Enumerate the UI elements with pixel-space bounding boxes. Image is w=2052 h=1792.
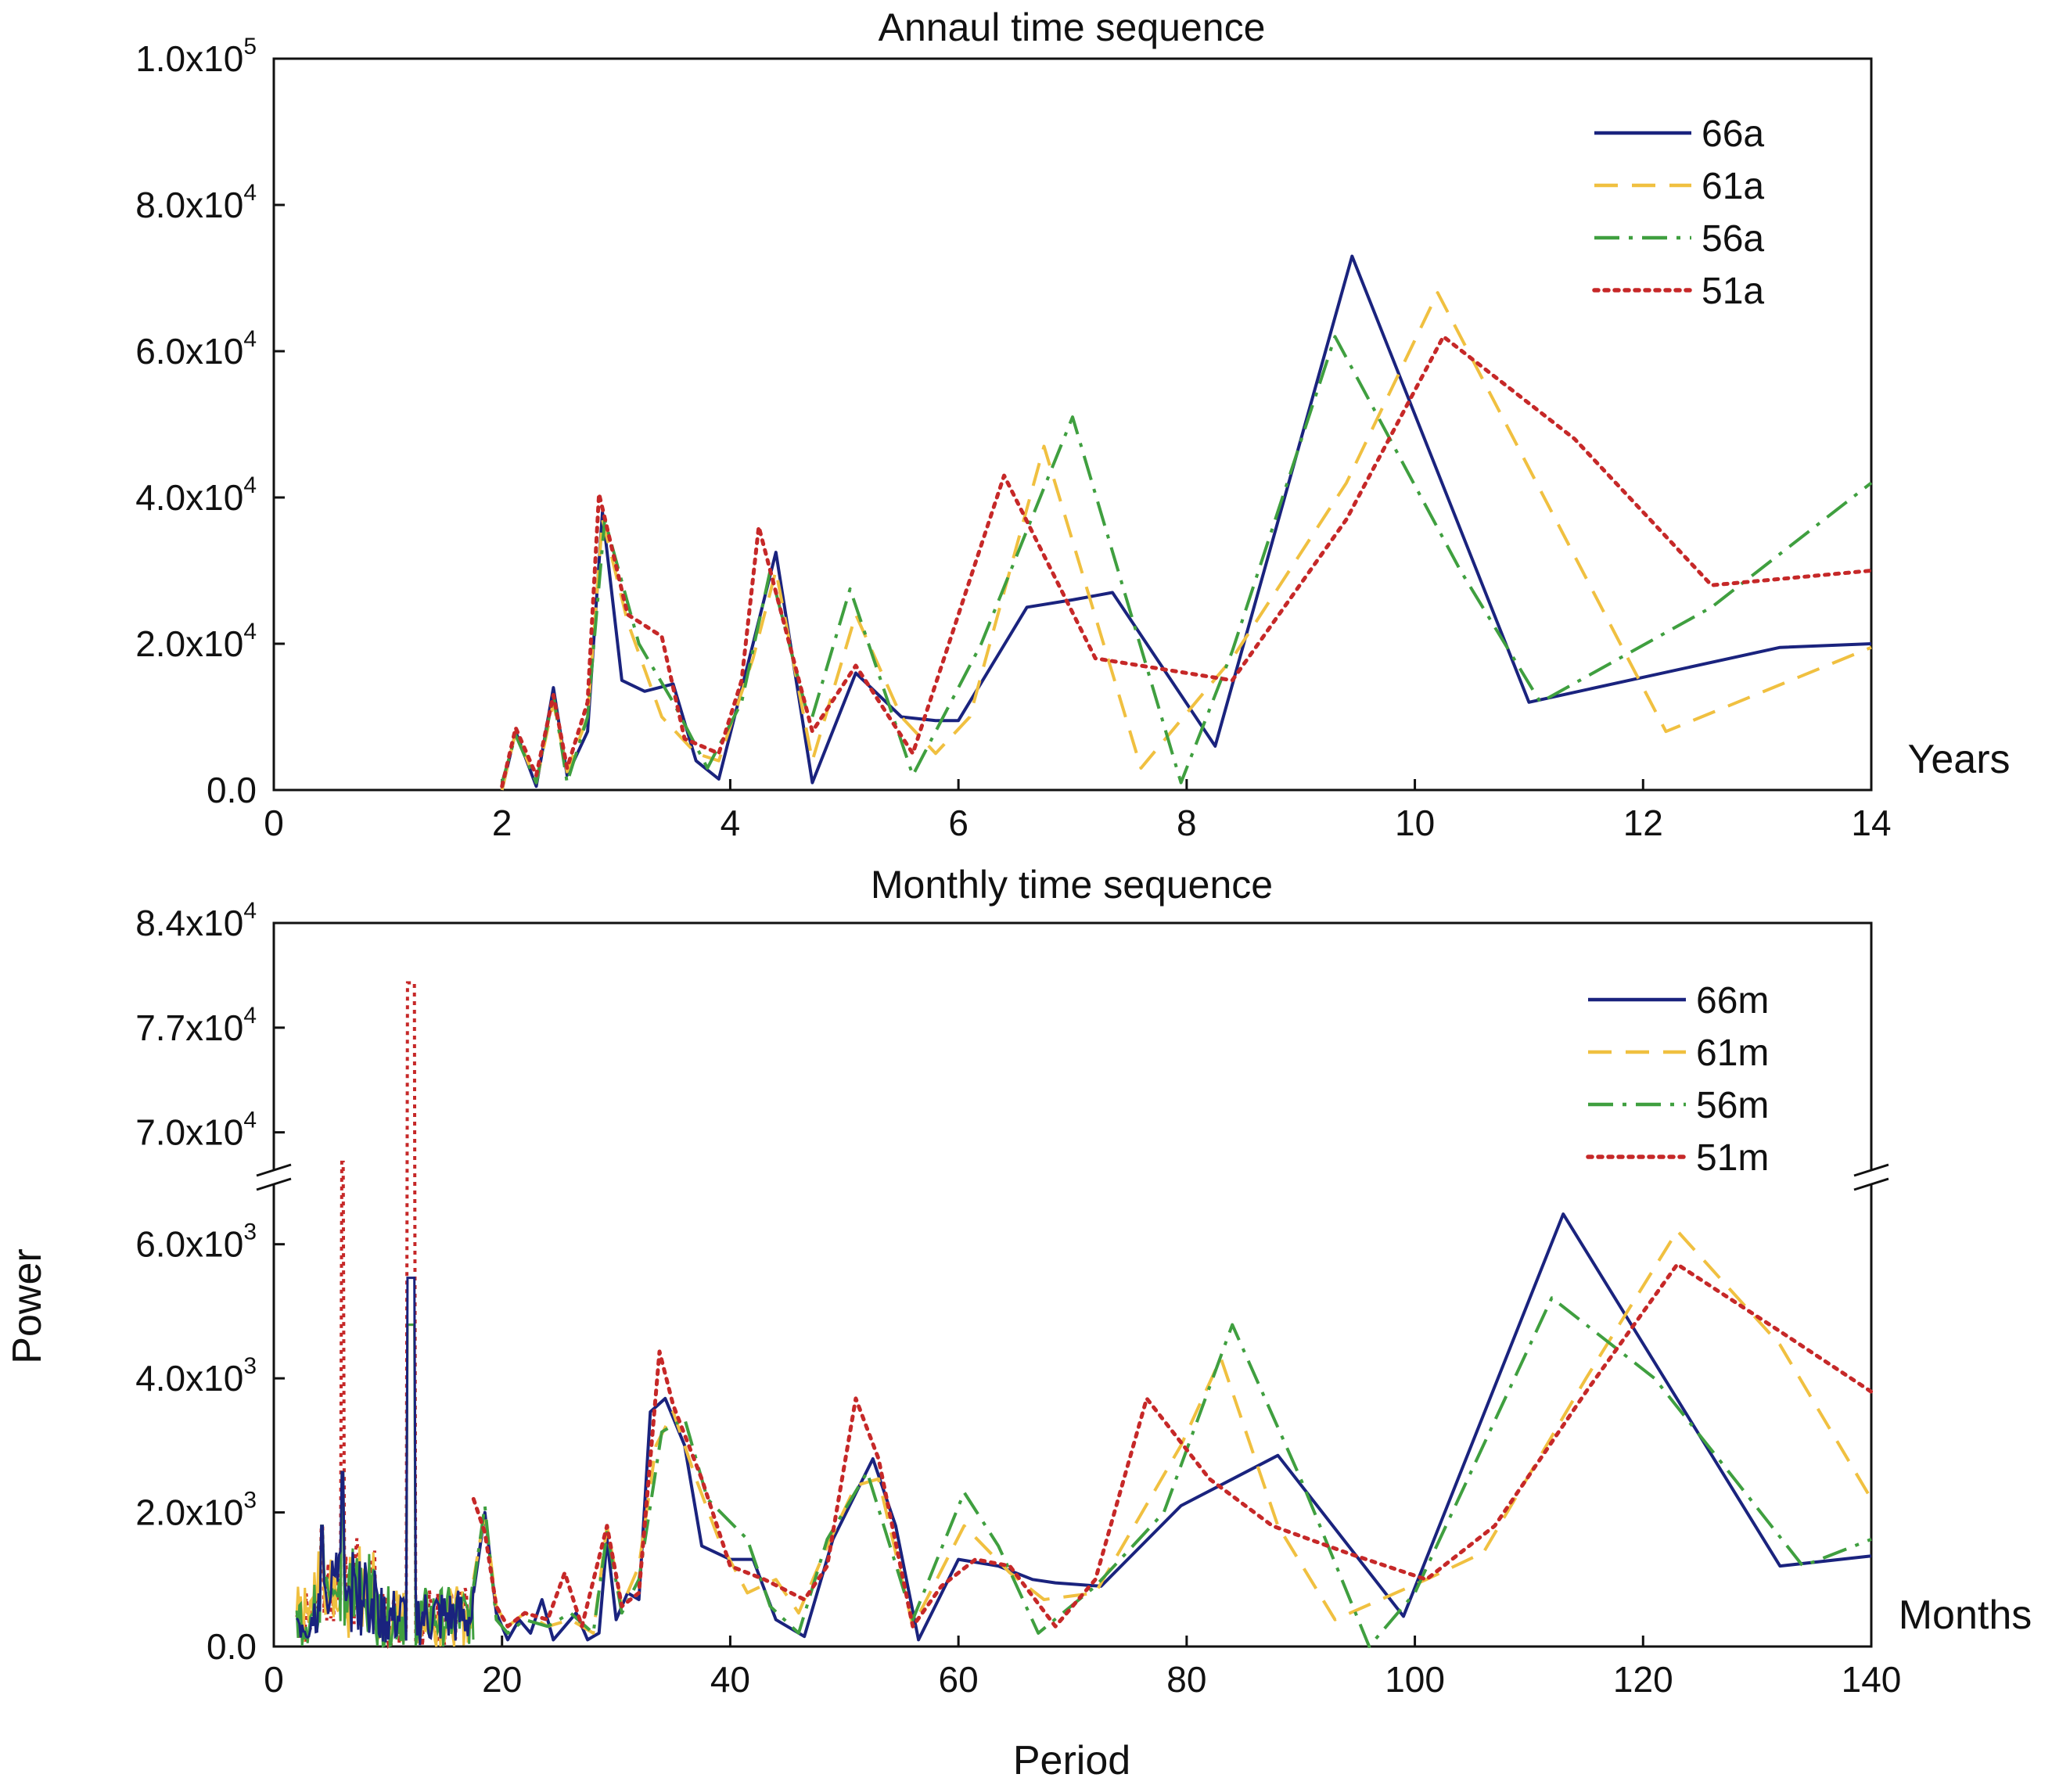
monthly-series-66m [472, 1212, 1872, 1642]
monthly-short-period-noise [295, 981, 475, 1650]
monthly-y-tick-label: 4.0x103 [135, 1353, 257, 1399]
break-mark-right [1853, 1163, 1889, 1177]
annual-x-ticks: 0 2 4 6 8 10 12 14 [264, 779, 1892, 843]
monthly-panel-title: Monthly time sequence [871, 863, 1273, 907]
break-mark-right [1853, 1177, 1889, 1191]
annual-series-66a [500, 254, 1872, 791]
monthly-legend-label: 66m [1696, 980, 1769, 1022]
monthly-y-ticks: 0.0 2.0x103 4.0x103 6.0x103 7.0x104 7.7x104 8.… [135, 898, 285, 1667]
monthly-x-tick-label: 140 [1842, 1659, 1902, 1700]
monthly-x-tick-label: 40 [710, 1659, 750, 1700]
monthly-series-61m [472, 1229, 1873, 1635]
monthly-noise-trace [296, 1277, 475, 1646]
monthly-legend-label: 61m [1696, 1032, 1769, 1074]
annual-y-ticks: 0.0 2.0x104 4.0x104 6.0x104 8.0x104 1.0x105 [135, 34, 285, 810]
monthly-plot-frame [272, 921, 1873, 1648]
monthly-y-tick-label: 7.0x104 [135, 1108, 257, 1153]
annual-x-tick-label: 10 [1395, 803, 1435, 843]
break-mark-left [256, 1163, 292, 1177]
annual-legend-label: 56a [1702, 218, 1764, 260]
monthly-series-layer [295, 981, 1874, 1650]
monthly-x-tick-label: 60 [939, 1659, 979, 1700]
monthly-x-tick-label: 100 [1385, 1659, 1445, 1700]
monthly-x-unit-label: Months [1899, 1593, 2032, 1638]
annual-x-tick-label: 8 [1177, 803, 1197, 843]
monthly-legend-label: 51m [1696, 1137, 1769, 1179]
annual-panel-title: Annaul time sequence [879, 5, 1266, 49]
monthly-series-51m [471, 1262, 1874, 1629]
annual-series-56a [500, 335, 1873, 785]
monthly-x-tick-label: 120 [1613, 1659, 1673, 1700]
monthly-legend-label: 56m [1696, 1085, 1769, 1126]
annual-x-tick-label: 14 [1851, 803, 1891, 843]
monthly-y-tick-label: 0.0 [207, 1626, 257, 1667]
annual-y-tick-label: 8.0x104 [135, 180, 257, 225]
annual-x-unit-label: Years [1907, 737, 2010, 782]
monthly-y-tick-label: 7.7x104 [135, 1003, 257, 1048]
annual-plot-frame [272, 57, 1873, 792]
break-gap-left [260, 1169, 288, 1185]
monthly-series-56m [472, 1296, 1872, 1648]
monthly-panel: Monthly time sequence 0 20 40 60 80 100 120 140… [135, 863, 2032, 1700]
monthly-y-tick-label: 2.0x103 [135, 1488, 257, 1533]
annual-y-tick-label: 1.0x105 [135, 34, 257, 79]
annual-legend-label: 66a [1702, 113, 1764, 155]
break-mark-left [256, 1177, 292, 1191]
annual-y-tick-label: 4.0x104 [135, 472, 257, 518]
annual-x-tick-label: 0 [264, 803, 284, 843]
annual-x-tick-label: 6 [948, 803, 969, 843]
annual-series-61a [500, 291, 1872, 791]
annual-legend: 66a 61a 56a 51a [1592, 113, 1764, 312]
annual-panel: Annaul time sequence 0 2 4 6 8 10 12 14 0.0 2.0x… [135, 5, 2010, 843]
annual-legend-label: 51a [1702, 271, 1764, 312]
monthly-y-tick-label: 6.0x103 [135, 1219, 257, 1265]
y-axis-label: Power [5, 1248, 50, 1363]
monthly-axis-break [256, 1163, 1889, 1191]
annual-series-51a [500, 334, 1874, 788]
break-gap-right [1857, 1169, 1885, 1185]
annual-y-tick-label: 0.0 [207, 770, 257, 810]
monthly-x-tick-label: 80 [1166, 1659, 1206, 1700]
annual-y-tick-label: 2.0x104 [135, 619, 257, 664]
annual-x-tick-label: 4 [721, 803, 741, 843]
x-axis-label: Period [1013, 1738, 1130, 1783]
annual-x-tick-label: 12 [1623, 803, 1663, 843]
annual-legend-label: 61a [1702, 166, 1764, 207]
monthly-x-tick-label: 0 [264, 1659, 284, 1700]
annual-y-tick-label: 6.0x104 [135, 326, 257, 372]
monthly-x-ticks: 0 20 40 60 80 100 120 140 [264, 1636, 1901, 1700]
annual-series-layer [500, 254, 1874, 791]
monthly-legend: 66m 61m 56m 51m [1586, 980, 1769, 1179]
monthly-x-tick-label: 20 [482, 1659, 522, 1700]
annual-x-tick-label: 2 [492, 803, 512, 843]
monthly-y-tick-label: 8.4x104 [135, 898, 257, 943]
